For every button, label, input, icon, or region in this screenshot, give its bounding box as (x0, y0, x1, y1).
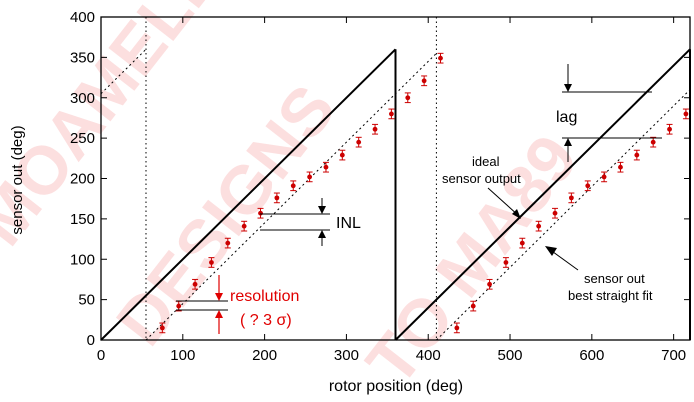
resolution-arrow-down-head (215, 293, 223, 301)
fit-label-line2: best straight fit (568, 288, 653, 303)
resolution-annotation: resolution ( ? 3 σ) (176, 275, 299, 334)
ideal-pointer (487, 187, 520, 217)
lag-annotation: lag (556, 64, 662, 162)
y-tick-label: 300 (70, 90, 95, 107)
y-tick-label: 250 (70, 130, 95, 147)
data-point (389, 111, 394, 117)
lag-label: lag (556, 109, 577, 126)
data-point (536, 223, 542, 229)
data-point (568, 195, 574, 201)
ideal-pointer-head (512, 209, 521, 219)
resolution-arrow-up-head (215, 310, 223, 318)
data-point (323, 164, 329, 170)
x-tick-label: 100 (170, 347, 195, 364)
data-point (650, 139, 656, 145)
data-point (667, 126, 672, 132)
fit-pointer-head (545, 246, 557, 256)
x-tick-label: 500 (498, 347, 523, 364)
x-tick-label: 300 (334, 347, 359, 364)
y-axis-label: sensor out (deg) (9, 125, 26, 234)
fit-label-line1: sensor out (584, 271, 645, 286)
data-point (585, 183, 591, 189)
data-point (634, 152, 640, 158)
data-point (372, 126, 378, 132)
sensor-out-points (159, 52, 689, 334)
data-point (519, 240, 525, 246)
data-point (683, 111, 689, 117)
data-point (274, 195, 280, 201)
inl-label: INL (336, 215, 361, 232)
data-point (438, 55, 443, 61)
x-tick-label: 400 (416, 347, 441, 364)
x-tick-label: 0 (97, 347, 105, 364)
data-point (405, 95, 411, 101)
best-fit-lines (100, 48, 691, 341)
lag-arrow-down-head (564, 84, 572, 92)
lag-arrow-up-head (564, 138, 572, 146)
data-point (258, 210, 263, 216)
x-axis-label: rotor position (deg) (329, 378, 463, 395)
x-tick-label: 700 (661, 347, 686, 364)
best-fit-line (100, 48, 147, 95)
data-point (339, 152, 345, 158)
x-tick-label: 600 (579, 347, 604, 364)
data-point (225, 240, 231, 246)
ideal-label-line1: ideal (472, 154, 500, 169)
x-axis-ticks: 0 100 200 300 400 500 600 700 (97, 17, 686, 364)
y-tick-label: 350 (70, 49, 95, 66)
y-tick-label: 50 (78, 292, 95, 309)
y-tick-label: 400 (70, 9, 95, 26)
data-point (601, 174, 607, 180)
inl-arrow-down-head (318, 206, 326, 214)
ideal-annotation: ideal sensor output (442, 154, 521, 219)
data-point (307, 174, 313, 180)
data-point (552, 210, 558, 216)
data-point (356, 139, 362, 145)
y-tick-label: 0 (87, 332, 95, 349)
data-point (290, 183, 296, 189)
data-point (192, 281, 198, 287)
resolution-sigma-label: ( ? 3 σ) (240, 312, 292, 329)
best-fit-line (436, 89, 691, 341)
inl-annotation: INL (260, 198, 361, 246)
ideal-line (394, 48, 691, 341)
data-point (503, 260, 509, 265)
x-tick-label: 200 (252, 347, 277, 364)
data-point (241, 223, 247, 229)
y-tick-label: 200 (70, 171, 95, 188)
data-point (159, 325, 165, 331)
data-point (618, 164, 623, 170)
y-tick-label: 150 (70, 211, 95, 228)
y-tick-label: 100 (70, 251, 95, 268)
data-point (421, 78, 427, 84)
data-point (454, 325, 460, 331)
ideal-line (100, 48, 397, 341)
data-point (176, 303, 182, 309)
best-fit-line (145, 52, 437, 341)
y-axis-ticks: 0 50 100 150 200 250 300 350 400 (70, 9, 690, 349)
fit-annotation: sensor out best straight fit (545, 246, 653, 303)
data-point (470, 303, 476, 309)
ideal-label-line2: sensor output (442, 171, 521, 186)
inl-arrow-up-head (318, 230, 326, 238)
resolution-label: resolution (230, 288, 299, 305)
data-point (487, 281, 492, 287)
data-point (209, 260, 214, 265)
